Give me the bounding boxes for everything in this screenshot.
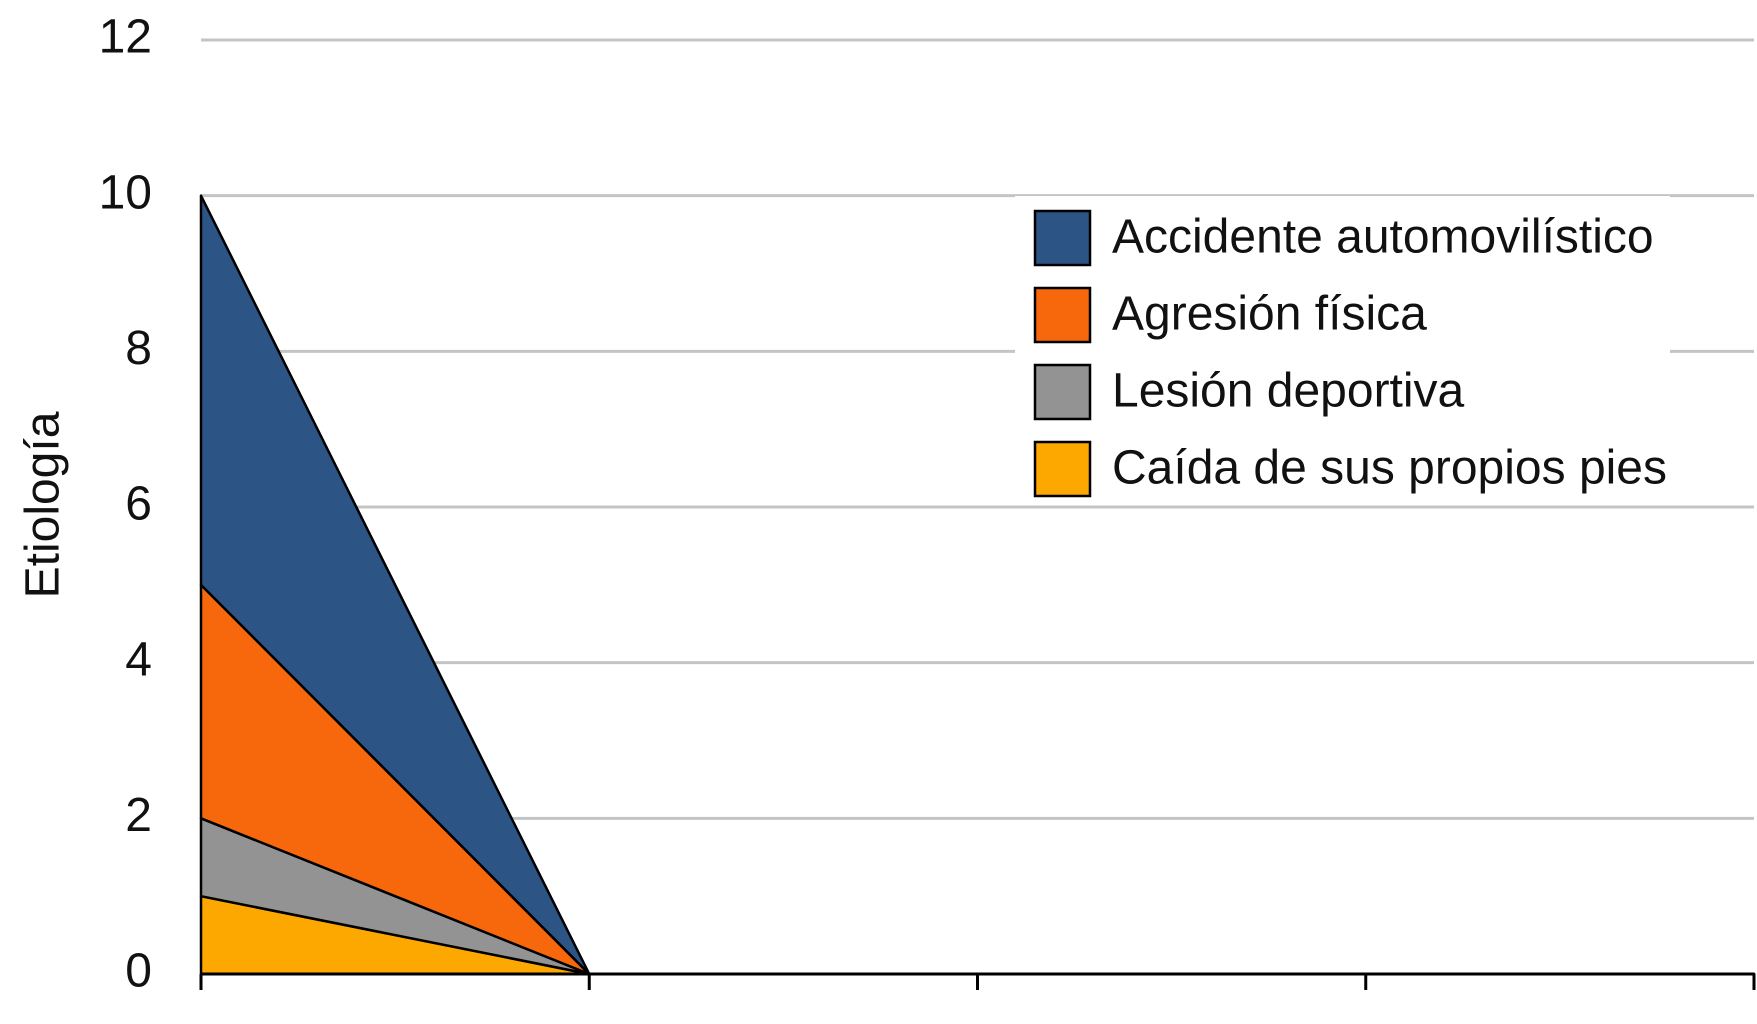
- y-tick-label: 12: [99, 11, 152, 64]
- legend: Accidente automovilístico Agresión física…: [1015, 196, 1670, 499]
- legend-swatch: [1033, 440, 1092, 498]
- y-axis-label: Etiología: [17, 411, 70, 598]
- y-tick-label: 10: [99, 166, 152, 219]
- y-tick-label: 2: [125, 789, 152, 842]
- legend-box: [1015, 196, 1670, 499]
- y-tick-label: 6: [125, 478, 152, 531]
- y-tick-label: 8: [125, 322, 152, 375]
- y-tick-label: 0: [125, 945, 152, 998]
- legend-label: Caída de sus propios pies: [1112, 442, 1667, 495]
- legend-swatch: [1033, 286, 1092, 344]
- y-tick-label: 4: [125, 633, 152, 686]
- legend-label: Lesión deportiva: [1112, 365, 1465, 418]
- legend-swatch: [1033, 363, 1092, 421]
- legend-swatch: [1033, 209, 1092, 267]
- legend-label: Accidente automovilístico: [1112, 211, 1654, 264]
- legend-label: Agresión física: [1112, 288, 1427, 341]
